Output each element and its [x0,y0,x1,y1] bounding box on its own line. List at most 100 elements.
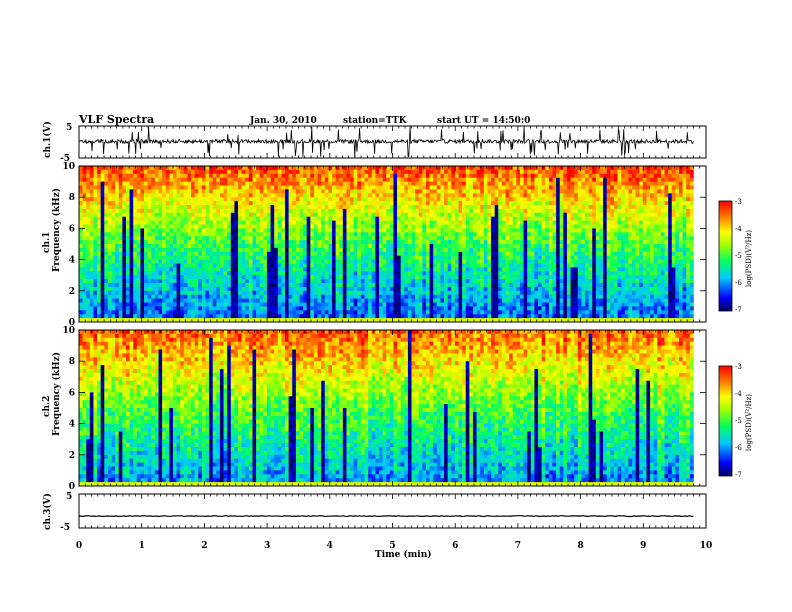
spectrogram-cell [375,205,380,210]
spectrogram-cell [216,212,221,217]
spectrogram-cell [386,318,391,323]
spectrogram-cell [418,286,423,292]
spectrogram-cell [310,185,315,190]
spectrogram-cell [125,189,130,194]
spectrogram-cell [256,255,261,260]
spectrogram-cell [97,224,101,229]
spectrogram-cell [219,271,224,276]
spectrogram-cell [440,267,445,272]
spectrogram-cell [97,279,101,284]
spectrogram-cell [212,193,217,198]
spectrogram-cell [223,212,228,217]
spectrogram-cell [313,185,318,190]
spectrogram-cell [245,302,250,307]
spectrogram-cell [151,240,156,245]
spectrogram-cell [223,267,228,272]
spectrogram-cell [407,259,412,264]
spectrogram-cell [480,255,485,260]
spectrogram-cell [205,263,210,268]
spectrogram-cell [187,244,192,249]
spectrogram-cell [353,298,358,303]
spectrogram-cell [400,201,405,206]
spectrogram-cell [176,240,181,245]
spectrogram-cell [147,290,152,295]
spectrogram-cell [104,240,109,245]
spectrogram-cell [144,306,148,311]
spectrogram-cell [332,166,336,171]
spectrogram-cell [346,267,351,272]
spectrogram-cell [259,177,264,182]
spectrogram-cell [483,189,488,194]
spectrogram-cell [487,314,492,319]
spectrogram-cell [158,247,163,253]
spectrogram-cell [82,302,87,307]
spectrogram-cell [313,232,318,237]
spectrogram-cell [313,290,318,295]
spectrogram-cell [191,205,195,210]
spectrogram-cell [274,244,279,249]
spectrogram-cell [382,212,387,217]
spectrogram-cell [368,236,373,241]
spectrogram-cell [288,208,293,214]
spectrogram-cell [444,290,448,295]
spectrogram-cell [136,185,141,190]
spectrogram-cell [360,228,365,233]
spectrogram-cell [97,177,101,182]
spectrogram-cell [505,314,510,319]
spectrogram-cell [227,283,232,288]
spectrogram-cell [303,228,308,233]
spectrogram-cell [462,193,467,198]
spectrogram-cell [183,286,188,292]
spectrogram-cell [440,228,445,233]
spectrogram-cell [238,275,242,280]
spectrogram-cell [382,169,387,175]
spectrogram-cell [415,275,420,280]
spectrogram-cell [234,220,239,225]
spectrogram-cell [505,240,510,245]
spectrogram-cell [115,298,120,303]
spectrogram-cell [281,247,286,253]
spectrogram-cell [379,216,383,221]
spectrogram-cell [162,177,167,182]
spectrogram-cell [357,240,362,245]
spectrogram-cell [382,294,387,299]
spectrogram-cell [245,283,250,288]
spectrogram-cell [154,306,159,311]
spectrogram-cell [465,220,470,225]
spectrogram-cell [270,267,275,272]
spectrogram-cell [447,251,452,256]
spectrogram-cell [295,240,300,245]
spectrogram-cell [147,259,152,264]
spectrogram-cell [252,244,257,249]
spectrogram-cell [440,216,445,221]
spectrogram-cell [310,193,315,198]
spectrogram-cell [151,177,156,182]
spectrogram-cell [252,177,257,182]
spectrogram-cell [415,169,420,175]
spectrogram-cell [364,251,369,256]
spectrogram-cell [509,173,514,178]
spectrogram-cell [274,189,279,194]
spectrogram-cell [201,240,206,245]
spectrogram-cell [238,177,242,182]
spectrogram-cell [288,294,293,299]
spectrogram-cell [444,314,448,319]
spectrogram-cell [183,208,188,214]
spectrogram-cell [162,220,167,225]
spectrogram-cell [491,298,495,303]
spectrogram-cell [82,244,87,249]
spectrogram-cell [129,173,134,178]
spectrogram-cell [266,314,271,319]
spectrogram-cell [107,232,112,237]
spectrogram-cell [122,302,127,307]
spectrogram-cell [107,247,112,253]
spectrogram-cell [111,275,116,280]
spectrogram-cell [238,240,242,245]
spectrogram-cell [241,236,246,241]
spectrogram-cell [447,240,452,245]
spectrogram-cell [299,189,304,194]
spectrogram-cell [93,267,98,272]
spectrogram-cell [328,212,333,217]
spectrogram-cell [227,263,232,268]
spectrogram-cell [169,228,174,233]
